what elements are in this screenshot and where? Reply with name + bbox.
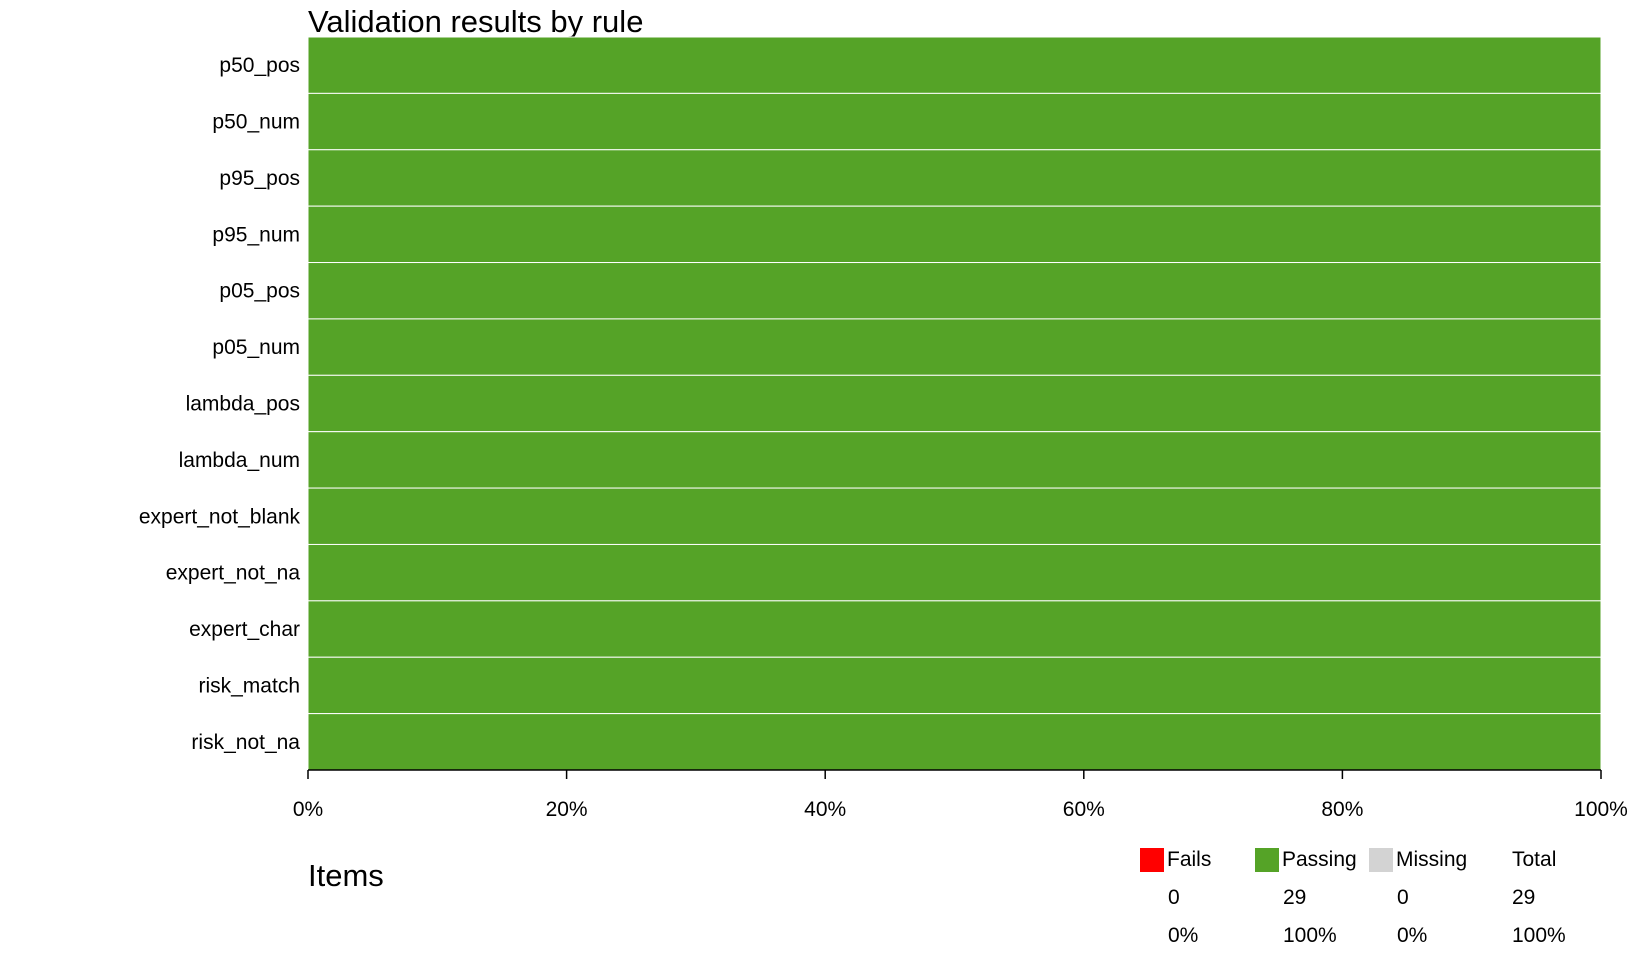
- x-axis: 0% 20% 40% 60% 80% 100%: [293, 769, 1628, 821]
- legend-passing: Passing: [1255, 846, 1357, 874]
- bar-passing-lambda_num: [307, 431, 1602, 489]
- bar-passing-risk_not_na: [307, 713, 1602, 771]
- x-tick-label-0: 0%: [293, 798, 323, 821]
- x-tick-label-60: 60%: [1063, 798, 1105, 821]
- bar-passing-expert_not_blank: [307, 487, 1602, 545]
- x-tick-label-40: 40%: [804, 798, 846, 821]
- bar-passing-p05_num: [307, 318, 1602, 376]
- legend-fails-label: Fails: [1167, 848, 1212, 871]
- y-label-p05_pos: p05_pos: [219, 280, 300, 303]
- legend-total-label: Total: [1512, 848, 1557, 871]
- legend-passing-label: Passing: [1282, 848, 1357, 871]
- fails-swatch: [1140, 848, 1164, 872]
- x-tick-label-80: 80%: [1321, 798, 1363, 821]
- bar-passing-p05_pos: [307, 262, 1602, 320]
- bar-passing-p50_pos: [307, 36, 1602, 94]
- bar-passing-expert_not_na: [307, 543, 1602, 602]
- items-label: Items: [308, 858, 384, 893]
- total-count: 29: [1512, 886, 1536, 909]
- y-label-risk_match: risk_match: [198, 674, 300, 697]
- bar-passing-p95_num: [307, 205, 1602, 264]
- fails-pct: 0%: [1168, 924, 1199, 947]
- legend-fails: Fails: [1140, 846, 1211, 874]
- missing-count: 0: [1397, 886, 1409, 909]
- chart-title: Validation results by rule: [308, 4, 644, 39]
- missing-swatch: [1369, 848, 1393, 872]
- x-tick-label-20: 20%: [546, 798, 588, 821]
- fails-count: 0: [1168, 886, 1180, 909]
- total-pct: 100%: [1512, 924, 1566, 947]
- bar-passing-lambda_pos: [307, 374, 1602, 433]
- y-label-lambda_num: lambda_num: [179, 449, 300, 472]
- y-label-expert_char: expert_char: [189, 618, 300, 641]
- y-axis-labels: p50_pos p50_num p95_pos p95_num p05_pos p05_n…: [139, 54, 301, 754]
- y-label-p50_pos: p50_pos: [219, 54, 300, 77]
- passing-count: 29: [1283, 886, 1307, 909]
- bar-passing-p95_pos: [307, 149, 1602, 207]
- y-label-p95_pos: p95_pos: [219, 167, 300, 190]
- passing-pct: 100%: [1283, 924, 1337, 947]
- y-label-expert_not_blank: expert_not_blank: [139, 505, 301, 528]
- y-label-risk_not_na: risk_not_na: [191, 731, 300, 754]
- x-tick-label-100: 100%: [1574, 798, 1628, 821]
- y-label-p95_num: p95_num: [212, 223, 300, 246]
- bar-passing-p50_num: [307, 92, 1602, 151]
- missing-pct: 0%: [1397, 924, 1428, 947]
- y-label-expert_not_na: expert_not_na: [166, 562, 301, 585]
- y-label-p50_num: p50_num: [212, 111, 300, 134]
- y-label-p05_num: p05_num: [212, 336, 300, 359]
- y-label-lambda_pos: lambda_pos: [186, 393, 300, 416]
- legend-missing-label: Missing: [1396, 848, 1468, 871]
- bar-passing-risk_match: [307, 656, 1602, 715]
- legend-missing: Missing: [1369, 846, 1467, 874]
- validation-bar-chart: p50_pos p50_num p95_pos p95_num p05_pos p05_n…: [139, 36, 1628, 821]
- bars-layer: [307, 36, 1602, 771]
- bar-passing-expert_char: [307, 600, 1602, 658]
- legend-total: Total: [1512, 846, 1556, 874]
- summary-legend: Fails Passing Missing Total 0 29 0 29 0%…: [1140, 846, 1610, 956]
- passing-swatch: [1255, 848, 1279, 872]
